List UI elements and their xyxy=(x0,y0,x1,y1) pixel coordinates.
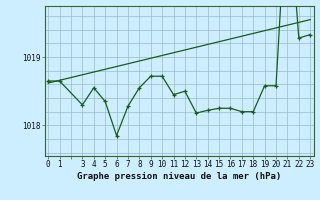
X-axis label: Graphe pression niveau de la mer (hPa): Graphe pression niveau de la mer (hPa) xyxy=(77,172,281,181)
